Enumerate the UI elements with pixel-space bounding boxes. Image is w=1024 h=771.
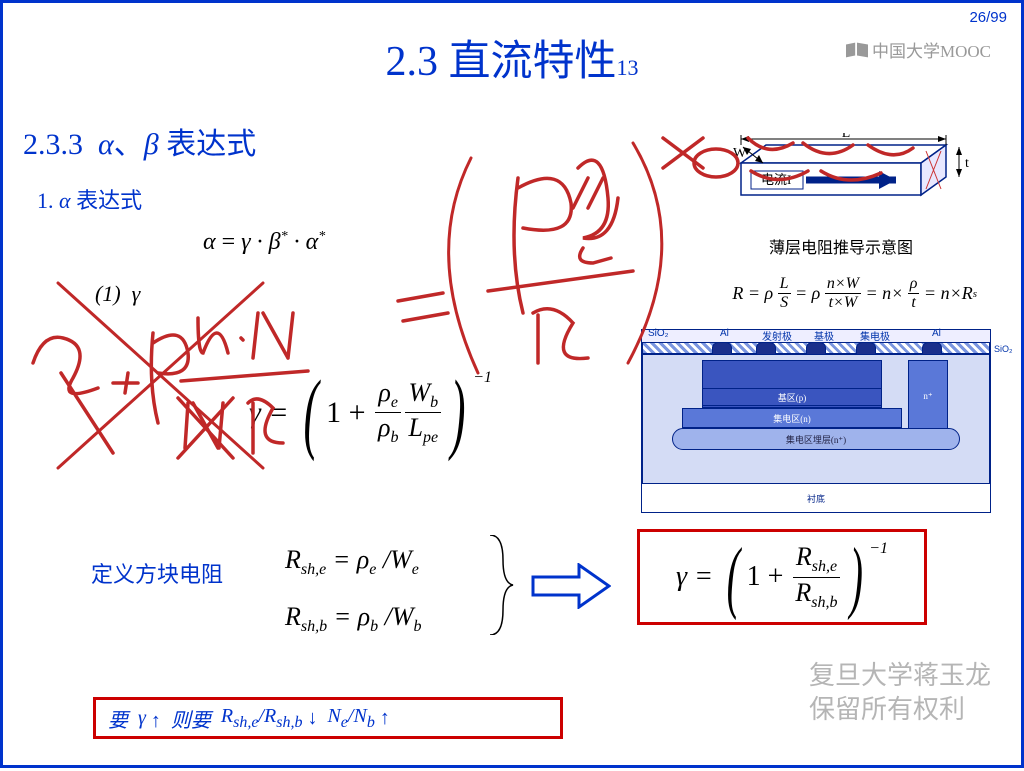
curly-brace-icon — [485, 535, 515, 635]
page-title: 2.3 直流特性13 — [3, 27, 1021, 88]
r-derivation-formula: R = ρ LS = ρ n×Wt×W = n× ρt = n×Rs — [732, 275, 977, 312]
title-main: 2.3 直流特性 — [385, 39, 616, 85]
sheet-resistance-diagram: L W t 电流I 薄层电阻推导示意图 — [701, 133, 981, 258]
rsh-definitions: Rsh,e = ρe /We Rsh,b = ρb /Wb — [285, 531, 422, 645]
sub-item-gamma: (1) γ — [95, 281, 140, 307]
title-sub: 13 — [617, 55, 639, 80]
design-rule-box: 要 γ ↑ 则要 Rsh,e/Rsh,b ↓ Ne/Nb ↑ — [93, 697, 563, 739]
watermark-line1: 复旦大学蒋玉龙 — [809, 659, 991, 693]
implies-arrow — [531, 563, 611, 614]
watermark-line2: 保留所有权利 — [809, 693, 991, 727]
item-1-heading: 1. α 表达式 — [37, 183, 142, 215]
sheet-resistance-label: 定义方块电阻 — [91, 557, 223, 589]
transistor-cross-section: SiO₂ Al 发射极 基极 集电极 Al SiO₂ 发射区(n) 基区(p) … — [641, 329, 991, 513]
sheet-diagram-caption: 薄层电阻推导示意图 — [701, 234, 981, 258]
gamma-equation: γ = ( 1 + ρeρb WbLpe ) −1 — [249, 361, 492, 464]
page-number: 26/99 — [969, 9, 1007, 26]
svg-text:t: t — [965, 156, 969, 171]
svg-text:L: L — [842, 133, 851, 141]
svg-text:电流I: 电流I — [761, 172, 791, 187]
alpha-equation: α = γ · β* · α* — [203, 229, 325, 256]
svg-text:W: W — [733, 146, 747, 161]
gamma-final-equation: γ = ( 1 + Rsh,eRsh,b ) −1 — [637, 529, 927, 625]
section-heading: 2.3.3 α、β 表达式 — [23, 119, 256, 163]
copyright-watermark: 复旦大学蒋玉龙 保留所有权利 — [809, 659, 991, 727]
